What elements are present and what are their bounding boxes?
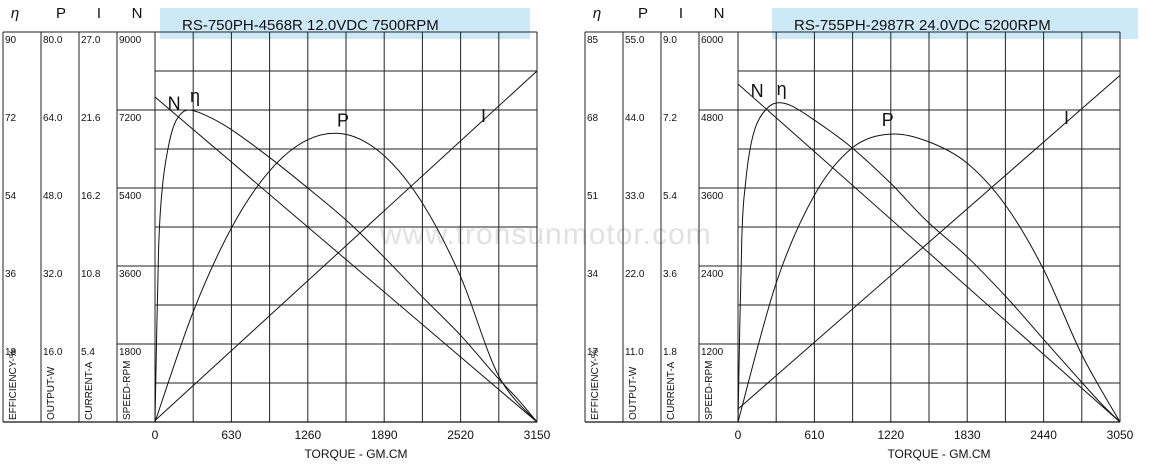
y-tick-label-3: 5.4	[81, 347, 95, 358]
y-tick-label-1: 54	[5, 191, 17, 202]
y-tick-label-4: 5400	[119, 191, 142, 202]
series-label-output: P	[882, 110, 894, 130]
y-tick-label-1: 18	[5, 347, 17, 358]
x-tick-label: 1260	[294, 428, 321, 442]
series-label-efficiency: η	[190, 86, 200, 106]
series-line-current	[737, 74, 1121, 410]
y-tick-label-2: 80.0	[43, 35, 63, 46]
series-line-efficiency	[737, 102, 1121, 423]
column-header-1: η	[593, 5, 601, 22]
y-tick-label-4: 7200	[119, 113, 142, 124]
series-label-efficiency: η	[777, 79, 787, 99]
series-label-speed: N	[168, 93, 181, 113]
y-tick-label-2: 33.0	[625, 191, 645, 202]
axis-name-4: SPEED-RPM	[704, 361, 715, 420]
y-tick-label-2: 64.0	[43, 113, 63, 124]
series-line-output	[154, 132, 538, 423]
y-tick-label-4: 1200	[701, 347, 724, 358]
x-tick-label: 3150	[524, 428, 551, 442]
axis-name-4: SPEED-RPM	[122, 361, 133, 420]
series-label-speed: N	[751, 81, 764, 101]
series-label-output: P	[337, 110, 349, 130]
y-tick-label-2: 48.0	[43, 191, 63, 202]
x-axis-label: TORQUE - GM.CM	[304, 447, 407, 461]
chart-title-box	[160, 8, 530, 39]
y-tick-label-2: 32.0	[43, 269, 63, 280]
x-tick-label: 1830	[954, 428, 981, 442]
x-axis-label: TORQUE - GM.CM	[887, 447, 990, 461]
y-tick-label-1: 85	[587, 35, 599, 46]
y-tick-label-3: 7.2	[663, 113, 677, 124]
series-line-speed	[737, 83, 1121, 423]
y-tick-label-2: 11.0	[625, 347, 644, 358]
column-header-2: P	[638, 5, 648, 22]
y-tick-label-3: 16.2	[81, 191, 101, 202]
series-label-current: I	[481, 106, 486, 126]
x-tick-label: 0	[152, 428, 159, 442]
y-tick-label-2: 16.0	[43, 347, 63, 358]
y-tick-label-2: 44.0	[625, 113, 645, 124]
series-label-current: I	[1064, 108, 1069, 128]
y-tick-label-3: 10.8	[81, 269, 101, 280]
column-header-4: N	[132, 5, 143, 22]
y-tick-label-1: 36	[5, 269, 17, 280]
y-tick-label-2: 55.0	[625, 35, 645, 46]
axis-name-2: OUTPUT-W	[628, 366, 639, 420]
series-line-output	[737, 133, 1121, 423]
y-tick-label-1: 51	[587, 191, 599, 202]
series-line-efficiency	[154, 109, 538, 423]
x-tick-label: 2520	[447, 428, 474, 442]
x-tick-label: 0	[735, 428, 742, 442]
x-tick-label: 3050	[1107, 428, 1134, 442]
x-tick-label: 630	[221, 428, 241, 442]
y-tick-label-3: 3.6	[663, 269, 677, 280]
axis-name-3: CURRENT-A	[666, 361, 677, 420]
y-tick-label-4: 1800	[119, 347, 142, 358]
y-tick-label-1: 90	[5, 35, 17, 46]
y-tick-label-4: 3600	[119, 269, 142, 280]
y-tick-label-4: 2400	[701, 269, 724, 280]
y-tick-label-4: 4800	[701, 113, 724, 124]
x-tick-label: 1890	[371, 428, 398, 442]
axis-name-2: OUTPUT-W	[46, 366, 57, 420]
y-tick-label-1: 17	[587, 347, 599, 358]
y-tick-label-3: 27.0	[81, 35, 101, 46]
y-tick-label-1: 72	[5, 113, 17, 124]
y-tick-label-1: 68	[587, 113, 599, 124]
watermark: www.tronsunmotor.com	[380, 218, 712, 251]
y-tick-label-3: 21.6	[81, 113, 101, 124]
axis-name-3: CURRENT-A	[84, 361, 95, 420]
y-tick-label-2: 22.0	[625, 269, 645, 280]
chart-panel-2: RS-755PH-2987R 24.0VDC 5200RPM η P I N 85 68 51…	[584, 5, 1138, 461]
column-header-3: I	[97, 5, 101, 22]
column-header-4: N	[714, 5, 725, 22]
y-tick-label-3: 9.0	[663, 35, 677, 46]
y-tick-label-4: 6000	[701, 35, 724, 46]
x-tick-label: 2440	[1030, 428, 1057, 442]
axis-name-1: EFFICIENCY-%	[590, 349, 601, 420]
column-header-2: P	[56, 5, 66, 22]
x-tick-label: 1220	[877, 428, 904, 442]
y-tick-label-4: 3600	[701, 191, 724, 202]
chart-title: RS-750PH-4568R 12.0VDC 7500RPM	[182, 17, 439, 34]
column-header-3: I	[679, 5, 683, 22]
y-tick-label-3: 1.8	[663, 347, 677, 358]
y-tick-label-1: 34	[587, 269, 599, 280]
series-line-speed	[154, 96, 538, 423]
x-tick-label: 610	[804, 428, 824, 442]
chart-title: RS-755PH-2987R 24.0VDC 5200RPM	[794, 17, 1051, 34]
chart-panel-1: RS-750PH-4568R 12.0VDC 7500RPM η P I N 90 72 54…	[2, 5, 551, 461]
y-tick-label-4: 9000	[119, 35, 142, 46]
chart-title-box	[772, 8, 1138, 39]
axis-name-1: EFFICIENCY-%	[8, 349, 19, 420]
series-line-current	[154, 70, 538, 421]
column-header-1: η	[11, 5, 19, 22]
y-tick-label-3: 5.4	[663, 191, 677, 202]
